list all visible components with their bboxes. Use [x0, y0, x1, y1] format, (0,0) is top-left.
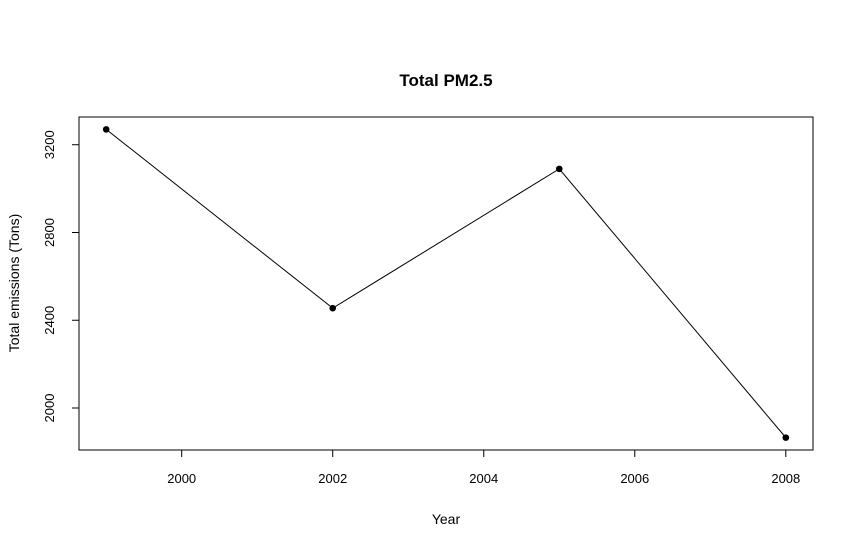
data-point — [102, 126, 110, 133]
y-tick-label: 2400 — [42, 306, 57, 335]
data-point — [555, 165, 563, 173]
y-axis-label: Total emissions (Tons) — [6, 214, 22, 353]
series-layer — [102, 126, 790, 441]
series-line — [105, 128, 787, 438]
x-tick-label: 2002 — [318, 471, 347, 486]
x-tick-label: 2006 — [620, 471, 649, 486]
x-tick-label: 2008 — [771, 471, 800, 486]
plot-frame — [78, 116, 814, 451]
y-tick-label: 3200 — [42, 130, 57, 159]
data-point — [329, 304, 337, 312]
y-axis: 2000 2400 2800 3200 — [42, 130, 80, 423]
x-tick-label: 2000 — [167, 471, 196, 486]
y-tick-label: 2800 — [42, 218, 57, 247]
data-point — [782, 434, 790, 441]
x-tick-label: 2004 — [469, 471, 498, 486]
chart-title: Total PM2.5 — [399, 71, 492, 90]
y-tick-label: 2000 — [42, 394, 57, 423]
x-axis-label: Year — [432, 511, 461, 527]
x-axis: 2000 2002 2004 2006 2008 — [167, 449, 800, 486]
